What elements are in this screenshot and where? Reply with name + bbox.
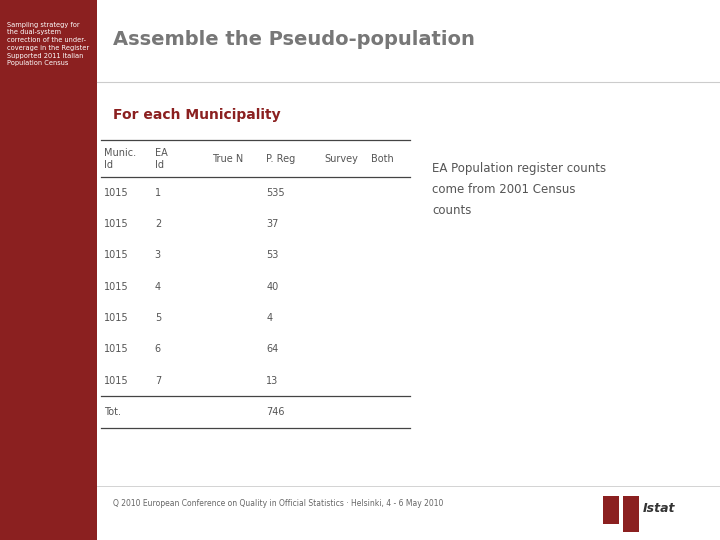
Text: P. Reg: P. Reg [266, 154, 296, 164]
Text: 40: 40 [266, 282, 279, 292]
Text: Q 2010 European Conference on Quality in Official Statistics · Helsinki, 4 - 6 M: Q 2010 European Conference on Quality in… [113, 499, 444, 508]
Text: 1015: 1015 [104, 251, 129, 260]
Bar [0, 0, 97, 540]
Text: True N: True N [212, 154, 243, 164]
Text: 1015: 1015 [104, 282, 129, 292]
Text: Tot.: Tot. [104, 407, 122, 417]
Text: 13: 13 [266, 376, 279, 386]
Text: 2: 2 [155, 219, 161, 229]
Text: 1015: 1015 [104, 188, 129, 198]
Text: Both: Both [371, 154, 394, 164]
Text: 64: 64 [266, 345, 279, 354]
Text: 4: 4 [155, 282, 161, 292]
Bar [603, 496, 619, 524]
Bar [623, 496, 639, 532]
Text: 1015: 1015 [104, 345, 129, 354]
Text: 1015: 1015 [104, 219, 129, 229]
Text: 53: 53 [266, 251, 279, 260]
Text: Survey: Survey [324, 154, 358, 164]
Text: For each Municipality: For each Municipality [113, 108, 281, 122]
Text: 1015: 1015 [104, 313, 129, 323]
Text: EA
Id: EA Id [155, 148, 168, 170]
Text: Sampling strategy for
the dual-system
correction of the under-
coverage in the R: Sampling strategy for the dual-system co… [7, 22, 89, 66]
Text: 1: 1 [155, 188, 161, 198]
Text: Munic.
Id: Munic. Id [104, 148, 137, 170]
Text: 746: 746 [266, 407, 285, 417]
Text: EA Population register counts
come from 2001 Census
counts: EA Population register counts come from … [432, 162, 606, 217]
Text: 1015: 1015 [104, 376, 129, 386]
Wedge shape [97, 475, 184, 540]
Text: 4: 4 [266, 313, 273, 323]
Text: 5: 5 [155, 313, 161, 323]
Text: 37: 37 [266, 219, 279, 229]
Text: 6: 6 [155, 345, 161, 354]
Text: 535: 535 [266, 188, 285, 198]
Text: Assemble the Pseudo-population: Assemble the Pseudo-population [113, 30, 475, 49]
Text: 7: 7 [155, 376, 161, 386]
Text: Istat: Istat [642, 502, 675, 515]
Text: 3: 3 [155, 251, 161, 260]
